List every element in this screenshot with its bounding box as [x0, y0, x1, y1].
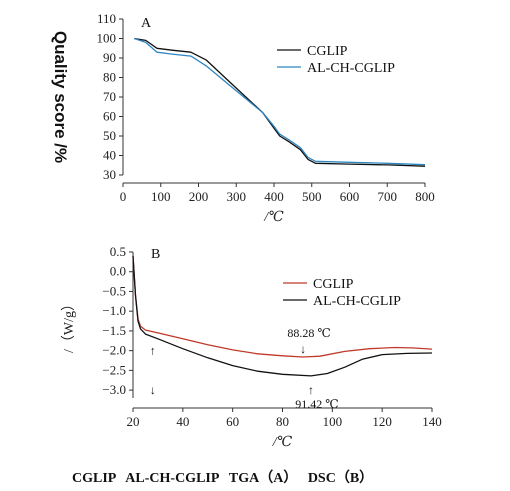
- tga-x-tick-label: 400: [264, 189, 284, 204]
- dsc-panel-label: B: [151, 247, 160, 262]
- tga-panel-label: A: [141, 16, 152, 31]
- tga-x-tick-label: 100: [151, 189, 171, 204]
- tga-x-axis-label: /℃: [263, 210, 284, 225]
- tga-y-tick-label: 30: [103, 167, 116, 182]
- tga-x-tick-label: 300: [227, 189, 247, 204]
- dsc-annotations: ↓88.28 ℃↑91.42 ℃↑↓: [150, 326, 339, 411]
- dsc-legend-label-cglip: CGLIP: [313, 277, 354, 292]
- tga-x-tick-label: 500: [302, 189, 322, 204]
- dsc-y-tick-label: 0.0: [110, 264, 126, 279]
- figure-caption: CGLIP AL-CH-CGLIP TGA（A） DSC（B）: [72, 470, 373, 486]
- dsc-peak-arrow: ↑: [308, 383, 314, 397]
- tga-chart: 30 40 50 60 70 80 90 100 110 0 100 200 300 400 500 600 7…: [51, 11, 435, 225]
- dsc-y-axis-label: /（W/g）: [61, 297, 77, 353]
- dsc-series-line-1: [132, 255, 433, 377]
- tga-legend-label-cglip: CGLIP: [307, 44, 348, 59]
- tga-legend-label-al-ch-cglip: AL-CH-CGLIP: [307, 61, 395, 76]
- tga-x-tick-label: 700: [378, 189, 398, 204]
- dsc-y-tick-label: −1.5: [102, 323, 126, 338]
- dsc-x-tick-label: 40: [176, 414, 189, 429]
- dsc-y-tick-label: −1.0: [102, 303, 126, 318]
- tga-y-tick-label: 80: [103, 70, 116, 85]
- dsc-x-tick-label: 80: [276, 414, 289, 429]
- dsc-peak-label: 88.28 ℃: [287, 326, 330, 340]
- tga-y-tick-label: 90: [103, 50, 116, 65]
- dsc-x-tick-label: 100: [323, 414, 343, 429]
- tga-x-tick-label: 800: [415, 189, 435, 204]
- tga-y-axis-label: Quality score /%: [51, 31, 70, 163]
- dsc-x-tick-label: 60: [226, 414, 239, 429]
- tga-series-line-1: [134, 37, 426, 166]
- dsc-y-tick-label: −3.0: [102, 382, 126, 397]
- dsc-legend-label-al-ch-cglip: AL-CH-CGLIP: [313, 294, 401, 309]
- tga-x-tick-label: 0: [120, 189, 127, 204]
- dsc-marker-arrow: ↑: [150, 344, 156, 358]
- tga-y-tick-label: 50: [103, 128, 116, 143]
- tga-y-tick-label: 100: [97, 31, 117, 46]
- tga-x-tick-label: 200: [189, 189, 209, 204]
- dsc-lines: [132, 255, 433, 377]
- tga-y-tick-label: 40: [103, 148, 116, 163]
- dsc-y-tick-label: −2.5: [102, 362, 126, 377]
- dsc-series-line-0: [132, 255, 433, 358]
- dsc-x-tick-label: 140: [422, 414, 442, 429]
- dsc-x-axis-label: /℃: [272, 435, 293, 450]
- dsc-peak-arrow: ↓: [300, 342, 306, 356]
- tga-series-line-0: [134, 37, 426, 167]
- tga-axes: 30 40 50 60 70 80 90 100 110 0 100 200 300 400 500 600 7…: [97, 11, 435, 204]
- tga-lines: [134, 37, 426, 167]
- dsc-chart: 0.5 0.0 −0.5 −1.0 −1.5 −2.0 −2.5 −3.0 20 40 60 80 10…: [61, 244, 442, 450]
- tga-legend: CGLIP AL-CH-CGLIP: [277, 44, 395, 76]
- tga-y-tick-label: 70: [103, 89, 116, 104]
- dsc-x-tick-label: 120: [372, 414, 392, 429]
- dsc-peak-label: 91.42 ℃: [295, 397, 338, 411]
- dsc-axes: 0.5 0.0 −0.5 −1.0 −1.5 −2.0 −2.5 −3.0 20 40 60 80 10…: [102, 244, 441, 429]
- tga-y-tick-label: 60: [103, 109, 116, 124]
- dsc-marker-arrow: ↓: [150, 383, 156, 397]
- tga-x-tick-label: 600: [340, 189, 360, 204]
- dsc-x-tick-label: 20: [127, 414, 140, 429]
- dsc-legend: CGLIP AL-CH-CGLIP: [283, 277, 401, 309]
- dsc-y-tick-label: −2.0: [102, 343, 126, 358]
- dsc-y-tick-label: −0.5: [102, 283, 126, 298]
- dsc-y-tick-label: 0.5: [110, 244, 126, 259]
- tga-y-tick-label: 110: [97, 11, 116, 26]
